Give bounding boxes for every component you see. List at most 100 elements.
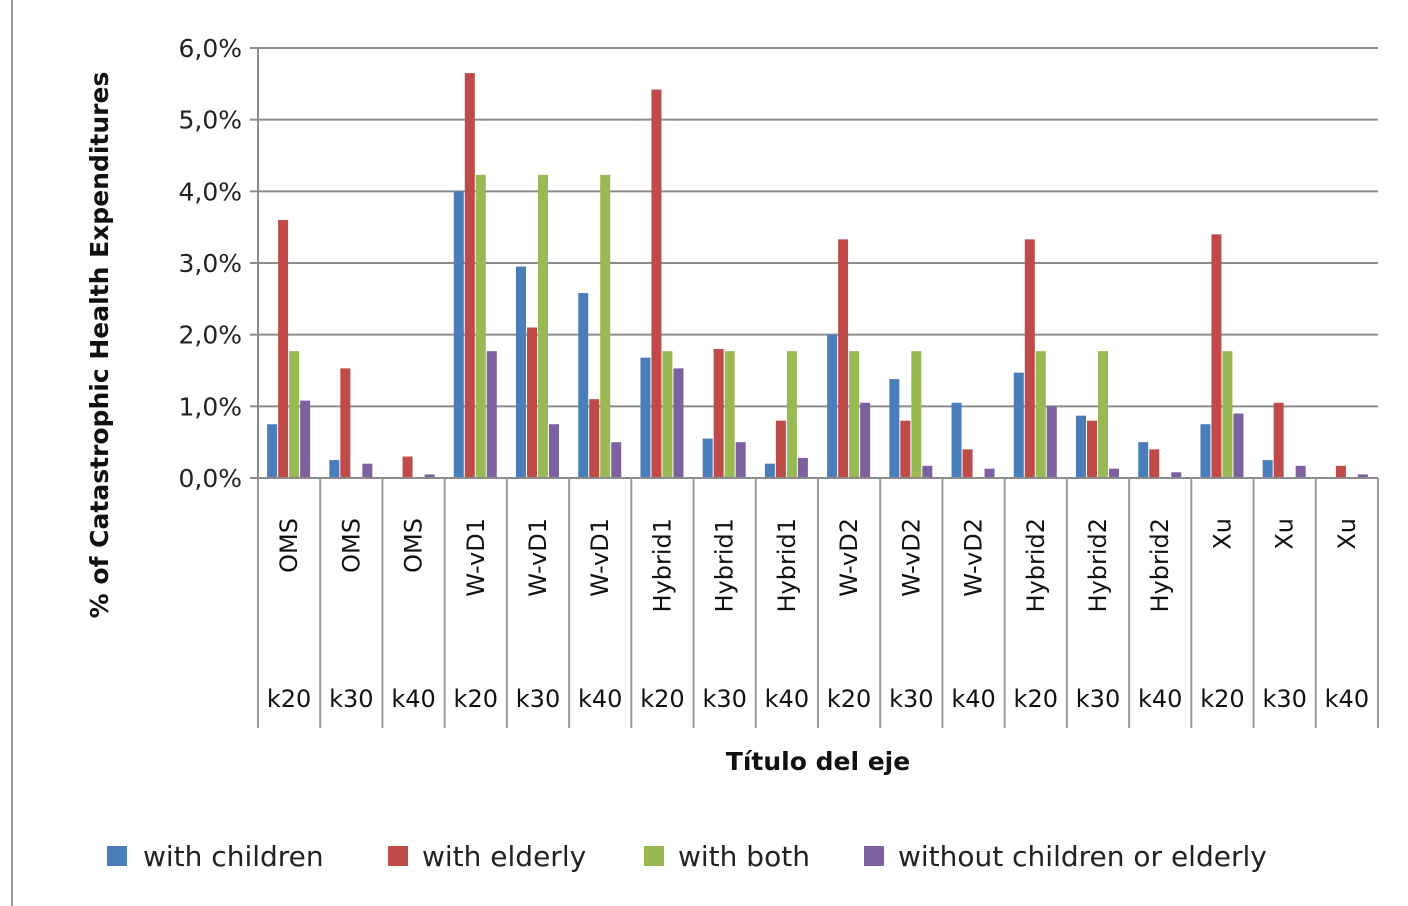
bar <box>827 334 838 478</box>
bar <box>1200 424 1211 478</box>
x-category-group-label: k30 <box>1262 685 1306 713</box>
bar <box>300 400 311 478</box>
x-category-group-label: k40 <box>1325 685 1369 713</box>
x-category-method-label: Xu <box>1333 518 1361 550</box>
bar <box>786 351 797 478</box>
bar <box>651 89 662 479</box>
bar <box>673 368 684 478</box>
bar <box>453 191 464 479</box>
bar <box>340 368 351 478</box>
bar <box>1211 234 1222 478</box>
gridlines <box>258 47 1378 408</box>
x-category-group-label: k40 <box>578 685 622 713</box>
x-category-group-label: k40 <box>1138 685 1182 713</box>
legend-label: with elderly <box>422 840 586 873</box>
bar <box>764 463 775 478</box>
bar <box>1222 351 1233 478</box>
bar <box>1046 406 1057 478</box>
x-category-group-label: k30 <box>329 685 373 713</box>
y-tick-label: 5,0% <box>178 106 242 135</box>
y-tick-label: 6,0% <box>178 34 242 63</box>
bar <box>1335 465 1346 478</box>
bar <box>538 174 548 478</box>
bar <box>402 456 413 478</box>
x-category-group-label: k40 <box>391 685 435 713</box>
y-tick-label: 3,0% <box>178 249 242 278</box>
legend-label: with both <box>678 840 810 873</box>
bar <box>951 402 962 478</box>
x-category-method-label: OMS <box>400 518 428 573</box>
bar <box>527 327 537 478</box>
bar <box>611 442 622 478</box>
x-category-method-label: Hybrid2 <box>1146 518 1174 613</box>
bar <box>589 399 600 478</box>
bar <box>1109 468 1119 478</box>
x-category-method-label: Hybrid1 <box>773 518 801 613</box>
x-axis-title: Título del eje <box>726 747 910 776</box>
bar <box>486 351 497 478</box>
x-category-group-label: k20 <box>640 685 684 713</box>
x-category-group-label: k30 <box>1076 685 1120 713</box>
x-category-group-label: k30 <box>516 685 560 713</box>
bar <box>922 465 933 478</box>
bar <box>278 220 289 478</box>
bar <box>911 351 922 478</box>
bar <box>724 351 735 478</box>
bars <box>267 73 1368 479</box>
x-category-group-label: k30 <box>889 685 933 713</box>
bar <box>600 174 611 478</box>
legend-swatch <box>388 846 408 866</box>
x-category-method-label: Hybrid2 <box>1022 518 1050 613</box>
bar <box>362 463 373 478</box>
x-category-group-label: k20 <box>1200 685 1244 713</box>
y-tick-label: 1,0% <box>178 392 242 421</box>
y-tick-label: 4,0% <box>178 177 242 206</box>
legend-label: without children or elderly <box>898 840 1267 873</box>
bar <box>702 438 713 478</box>
x-category-method-label: W-vD1 <box>524 518 552 597</box>
x-category-method-label: Hybrid1 <box>711 518 739 613</box>
y-axis-title: % of Catastrophic Health Expenditures <box>85 72 114 619</box>
bar <box>578 293 589 478</box>
x-category-group-label: k40 <box>765 685 809 713</box>
bar <box>475 174 486 478</box>
x-category-group-label: k40 <box>951 685 995 713</box>
bar <box>1262 460 1273 478</box>
x-category-method-label: OMS <box>275 518 303 573</box>
x-category-group-label: k30 <box>702 685 746 713</box>
bar <box>1295 465 1306 478</box>
y-axis-ticks: 0,0% 1,0% 2,0% 3,0% 4,0% 5,0% 6,0% <box>178 34 258 493</box>
bar <box>1098 351 1108 478</box>
bar <box>1035 351 1046 478</box>
legend-swatch <box>644 846 664 866</box>
x-category-method-label: OMS <box>337 518 365 573</box>
bar <box>1233 413 1244 478</box>
bar <box>1273 402 1284 478</box>
bar <box>797 457 808 478</box>
legend-swatch <box>864 846 884 866</box>
x-category-method-label: Hybrid2 <box>1084 518 1112 613</box>
y-tick-label: 0,0% <box>178 464 242 493</box>
bar <box>1024 239 1035 478</box>
x-category-group-label: k20 <box>827 685 871 713</box>
bar <box>900 420 911 478</box>
x-category-group-label: k20 <box>454 685 498 713</box>
bar <box>662 351 673 478</box>
x-category-method-label: Xu <box>1271 518 1299 550</box>
legend-label: with children <box>143 840 324 873</box>
y-tick-label: 2,0% <box>178 321 242 350</box>
x-category-method-label: W-vD2 <box>960 518 988 597</box>
bar <box>1149 449 1160 478</box>
bar <box>849 351 860 478</box>
bar <box>549 424 559 478</box>
legend-swatch <box>107 846 127 866</box>
bar <box>424 474 435 478</box>
bar <box>860 402 871 478</box>
bar <box>289 351 300 478</box>
bar <box>329 460 340 478</box>
bar <box>1138 442 1149 478</box>
bar <box>1087 420 1097 478</box>
bar <box>1076 415 1086 478</box>
bar <box>735 442 746 478</box>
bar <box>713 349 724 478</box>
